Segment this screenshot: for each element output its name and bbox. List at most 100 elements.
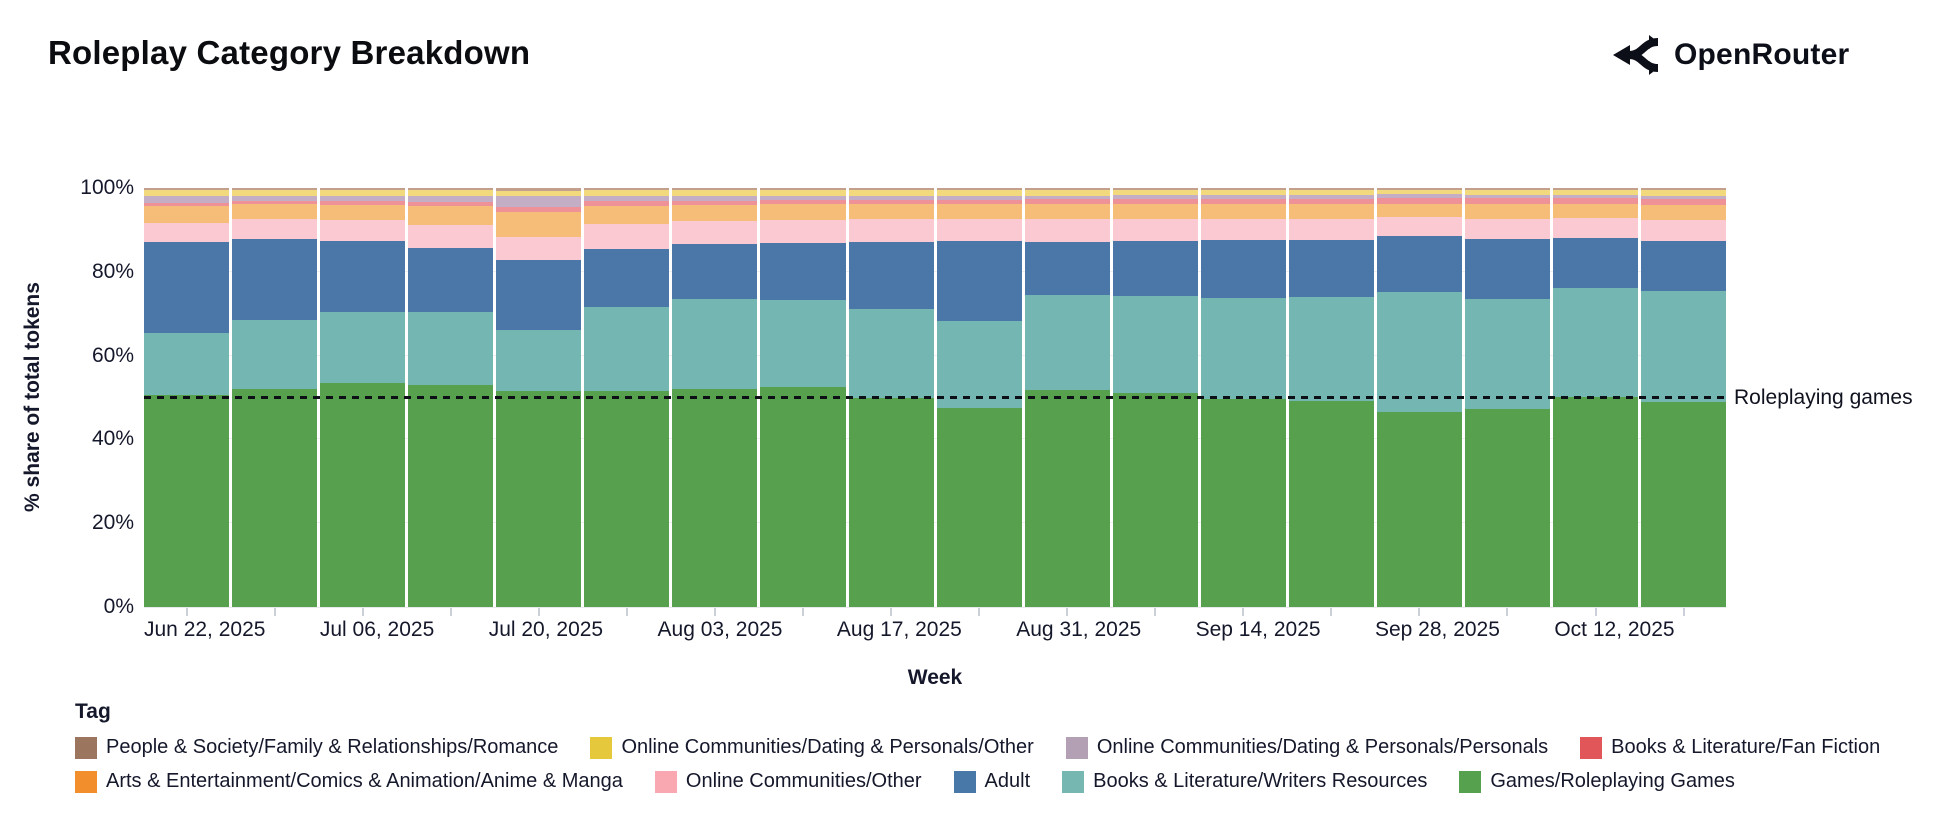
- bar-segment-romance[interactable]: [1553, 188, 1639, 191]
- bar-segment-online_communities_other[interactable]: [320, 220, 406, 241]
- bar-segment-games_roleplaying[interactable]: [1288, 400, 1374, 607]
- bar-segment-adult[interactable]: [496, 260, 582, 331]
- bar-segment-online_communities_other[interactable]: [1024, 219, 1110, 243]
- bar-segment-writers_resources[interactable]: [760, 299, 846, 388]
- bar-segment-games_roleplaying[interactable]: [760, 387, 846, 607]
- bar-segment-dating_personals_other[interactable]: [760, 190, 846, 196]
- bar-segment-romance[interactable]: [232, 188, 318, 191]
- bar-segment-online_communities_other[interactable]: [232, 219, 318, 240]
- bar-segment-adult[interactable]: [1200, 239, 1286, 299]
- bar-segment-dating_personals_personals[interactable]: [1200, 195, 1286, 199]
- bar-segment-online_communities_other[interactable]: [1112, 219, 1198, 242]
- bar-segment-anime_manga[interactable]: [232, 203, 318, 220]
- bar-segment-anime_manga[interactable]: [1112, 203, 1198, 220]
- bar-oct-05-2025[interactable]: [1464, 188, 1550, 607]
- bar-segment-writers_resources[interactable]: [1376, 291, 1462, 413]
- bar-segment-dating_personals_other[interactable]: [1376, 190, 1462, 195]
- bar-segment-online_communities_other[interactable]: [1464, 218, 1550, 240]
- bar-segment-online_communities_other[interactable]: [1200, 218, 1286, 240]
- bar-segment-adult[interactable]: [1024, 242, 1110, 295]
- bar-segment-adult[interactable]: [584, 249, 670, 307]
- bar-segment-romance[interactable]: [1641, 188, 1727, 191]
- bar-segment-writers_resources[interactable]: [1464, 299, 1550, 409]
- bar-segment-writers_resources[interactable]: [848, 309, 934, 398]
- bar-segment-adult[interactable]: [1641, 240, 1727, 292]
- bar-segment-games_roleplaying[interactable]: [320, 382, 406, 607]
- bar-segment-dating_personals_personals[interactable]: [1288, 194, 1374, 199]
- bar-segment-games_roleplaying[interactable]: [1553, 397, 1639, 607]
- bar-segment-anime_manga[interactable]: [1200, 203, 1286, 219]
- bar-segment-online_communities_other[interactable]: [760, 220, 846, 243]
- bar-segment-games_roleplaying[interactable]: [848, 397, 934, 607]
- bar-segment-online_communities_other[interactable]: [408, 224, 494, 248]
- bar-segment-adult[interactable]: [320, 240, 406, 313]
- bar-segment-romance[interactable]: [1112, 188, 1198, 191]
- bar-segment-anime_manga[interactable]: [408, 206, 494, 225]
- bar-segment-games_roleplaying[interactable]: [232, 389, 318, 607]
- bar-segment-fan_fiction[interactable]: [320, 201, 406, 205]
- bar-segment-games_roleplaying[interactable]: [1024, 389, 1110, 607]
- bar-segment-dating_personals_personals[interactable]: [408, 195, 494, 203]
- bar-segment-adult[interactable]: [760, 242, 846, 300]
- bar-segment-games_roleplaying[interactable]: [408, 384, 494, 607]
- bar-segment-anime_manga[interactable]: [1553, 203, 1639, 218]
- bar-segment-dating_personals_personals[interactable]: [1376, 194, 1462, 198]
- bar-jul-13-2025[interactable]: [408, 188, 494, 607]
- bar-segment-games_roleplaying[interactable]: [1200, 399, 1286, 607]
- bar-segment-adult[interactable]: [1112, 241, 1198, 297]
- bar-segment-writers_resources[interactable]: [408, 312, 494, 385]
- bar-sep-07-2025[interactable]: [1112, 188, 1198, 607]
- legend-item-adult[interactable]: Adult: [953, 770, 1030, 793]
- legend-item-dating_personals_other[interactable]: Online Communities/Dating & Personals/Ot…: [590, 736, 1034, 759]
- bar-segment-dating_personals_other[interactable]: [144, 190, 230, 197]
- bar-segment-dating_personals_personals[interactable]: [936, 195, 1022, 200]
- bar-segment-romance[interactable]: [496, 188, 582, 191]
- bar-segment-writers_resources[interactable]: [1024, 294, 1110, 390]
- bar-segment-fan_fiction[interactable]: [1553, 198, 1639, 204]
- bar-segment-anime_manga[interactable]: [144, 206, 230, 223]
- bar-segment-fan_fiction[interactable]: [1641, 198, 1727, 206]
- bar-segment-anime_manga[interactable]: [320, 204, 406, 221]
- bar-segment-online_communities_other[interactable]: [1376, 216, 1462, 237]
- bar-aug-10-2025[interactable]: [760, 188, 846, 607]
- bar-segment-dating_personals_other[interactable]: [408, 190, 494, 196]
- bar-segment-fan_fiction[interactable]: [1376, 197, 1462, 204]
- bar-segment-adult[interactable]: [1553, 237, 1639, 289]
- legend-item-online_communities_other[interactable]: Online Communities/Other: [654, 770, 922, 793]
- bar-segment-games_roleplaying[interactable]: [1464, 408, 1550, 607]
- bar-segment-dating_personals_personals[interactable]: [848, 195, 934, 201]
- bar-oct-12-2025[interactable]: [1553, 188, 1639, 607]
- bar-segment-adult[interactable]: [232, 239, 318, 320]
- bar-segment-fan_fiction[interactable]: [496, 206, 582, 212]
- bar-jun-22-2025[interactable]: [144, 188, 230, 607]
- legend-item-games_roleplaying[interactable]: Games/Roleplaying Games: [1459, 770, 1735, 793]
- bar-segment-adult[interactable]: [408, 247, 494, 313]
- bar-segment-writers_resources[interactable]: [936, 320, 1022, 408]
- bar-segment-dating_personals_other[interactable]: [1112, 190, 1198, 196]
- bar-segment-romance[interactable]: [760, 188, 846, 191]
- bar-segment-fan_fiction[interactable]: [672, 200, 758, 205]
- bar-segment-romance[interactable]: [320, 188, 406, 191]
- bar-segment-anime_manga[interactable]: [1288, 203, 1374, 219]
- bar-sep-28-2025[interactable]: [1376, 188, 1462, 607]
- bar-segment-dating_personals_other[interactable]: [496, 191, 582, 197]
- bar-segment-writers_resources[interactable]: [144, 333, 230, 396]
- bar-segment-dating_personals_personals[interactable]: [584, 195, 670, 202]
- bar-segment-writers_resources[interactable]: [672, 299, 758, 390]
- legend-item-romance[interactable]: People & Society/Family & Relationships/…: [75, 736, 558, 759]
- bar-segment-dating_personals_personals[interactable]: [1553, 194, 1639, 199]
- bar-segment-romance[interactable]: [848, 188, 934, 191]
- legend-item-dating_personals_personals[interactable]: Online Communities/Dating & Personals/Pe…: [1065, 736, 1548, 759]
- bar-segment-writers_resources[interactable]: [232, 320, 318, 390]
- bar-segment-dating_personals_personals[interactable]: [1464, 194, 1550, 199]
- bar-segment-dating_personals_other[interactable]: [232, 190, 318, 197]
- bar-segment-online_communities_other[interactable]: [672, 220, 758, 245]
- bar-segment-adult[interactable]: [936, 240, 1022, 321]
- bar-segment-games_roleplaying[interactable]: [936, 407, 1022, 607]
- bar-segment-online_communities_other[interactable]: [936, 219, 1022, 241]
- bar-segment-fan_fiction[interactable]: [936, 199, 1022, 204]
- bar-segment-games_roleplaying[interactable]: [672, 389, 758, 607]
- bar-segment-online_communities_other[interactable]: [144, 222, 230, 243]
- bar-segment-anime_manga[interactable]: [584, 205, 670, 225]
- bar-segment-dating_personals_personals[interactable]: [320, 195, 406, 202]
